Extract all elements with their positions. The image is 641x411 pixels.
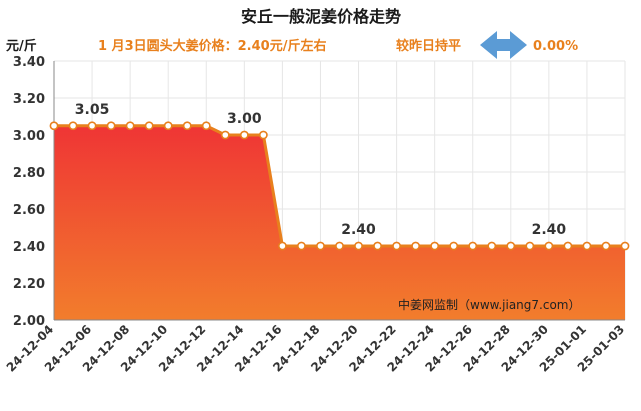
y-tick-label: 2.40 [13, 240, 45, 255]
area-fill [54, 125, 625, 320]
data-point [544, 241, 554, 251]
data-point [449, 241, 459, 251]
data-labels: 3.05 3.00 2.40 2.40 [75, 102, 567, 238]
area-series [53, 61, 625, 321]
data-point [620, 241, 630, 251]
data-point [239, 130, 249, 140]
data-point [563, 241, 573, 251]
data-point [316, 241, 325, 251]
y-tick-label: 3.20 [13, 92, 45, 107]
y-axis-ticks: 2.00 2.20 2.40 2.60 2.80 3.00 3.20 3.40 [13, 55, 45, 329]
compare-label: 较昨日持平 [396, 38, 461, 54]
data-point [506, 241, 516, 251]
data-label: 2.40 [532, 222, 567, 238]
data-point [335, 241, 344, 251]
data-point [487, 241, 497, 251]
data-point [106, 121, 116, 131]
data-point [277, 241, 287, 251]
data-point [49, 121, 59, 131]
data-point [68, 121, 78, 131]
y-tick-label: 3.00 [13, 129, 45, 144]
data-point [258, 130, 268, 140]
change-percent: 0.00% [533, 39, 578, 54]
data-point [182, 121, 192, 131]
data-point [144, 121, 154, 131]
data-point [297, 241, 306, 251]
data-point [525, 241, 535, 251]
y-tick-label: 2.80 [13, 166, 45, 181]
data-label: 3.05 [75, 102, 110, 118]
data-point [220, 130, 230, 140]
data-point [582, 241, 592, 251]
chart-title: 安丘一般泥姜价格走势 [241, 7, 401, 26]
data-point [373, 241, 382, 251]
data-point [201, 121, 211, 131]
left-right-arrow-icon [480, 31, 527, 59]
data-point [392, 241, 401, 251]
source-watermark: 中姜网监制（www.jiang7.com） [398, 297, 580, 312]
x-axis-ticks: 24-12-0424-12-0624-12-0824-12-1024-12-12… [4, 322, 627, 374]
data-point [468, 241, 478, 251]
data-point [601, 241, 611, 251]
y-tick-label: 2.60 [13, 203, 45, 218]
data-point [411, 241, 421, 251]
price-note: 1 月3日圆头大姜价格：2.40元/斤左右 [98, 38, 326, 54]
y-tick-label: 2.00 [13, 314, 45, 329]
data-label: 2.40 [341, 222, 376, 238]
y-tick-label: 3.40 [13, 55, 45, 70]
data-label: 3.00 [227, 111, 262, 127]
data-point [163, 121, 173, 131]
data-point [87, 121, 97, 131]
data-point [125, 121, 135, 131]
series-markers [49, 121, 630, 251]
y-unit-label: 元/斤 [6, 38, 37, 54]
data-point [430, 241, 440, 251]
data-point [354, 241, 363, 251]
y-tick-label: 2.20 [13, 277, 45, 292]
